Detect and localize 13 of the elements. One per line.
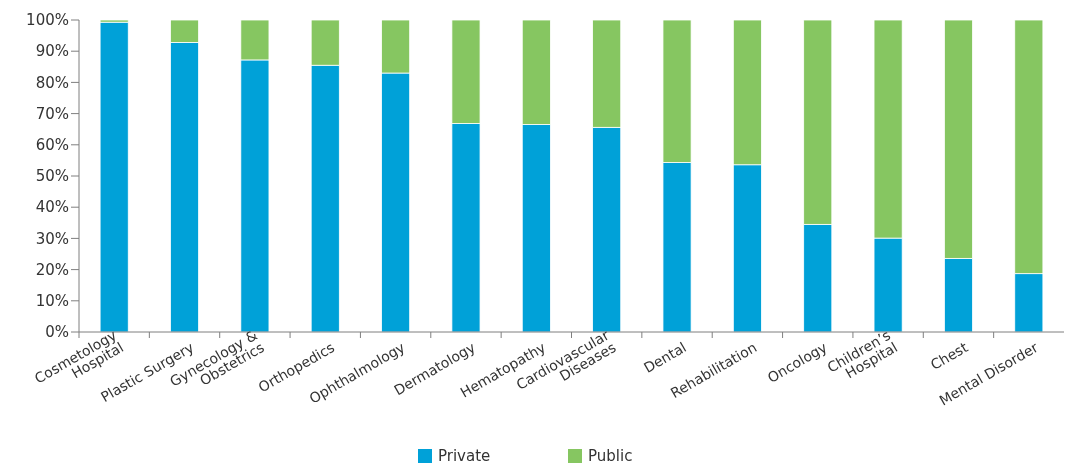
y-tick-label: 90% — [35, 42, 69, 61]
y-tick-label: 20% — [35, 260, 69, 279]
y-tick-label: 70% — [35, 104, 69, 123]
y-tick-label: 30% — [35, 229, 69, 248]
y-tick-label: 10% — [35, 292, 69, 311]
y-tick-label: 100% — [26, 11, 69, 30]
y-tick-label: 60% — [35, 136, 69, 155]
legend-label: Private — [438, 447, 491, 465]
y-tick-label: 80% — [35, 73, 69, 92]
y-tick-label: 50% — [35, 167, 69, 186]
legend-label: Public — [588, 447, 633, 465]
bar — [99, 21, 129, 333]
y-tick-label: 40% — [35, 198, 69, 217]
